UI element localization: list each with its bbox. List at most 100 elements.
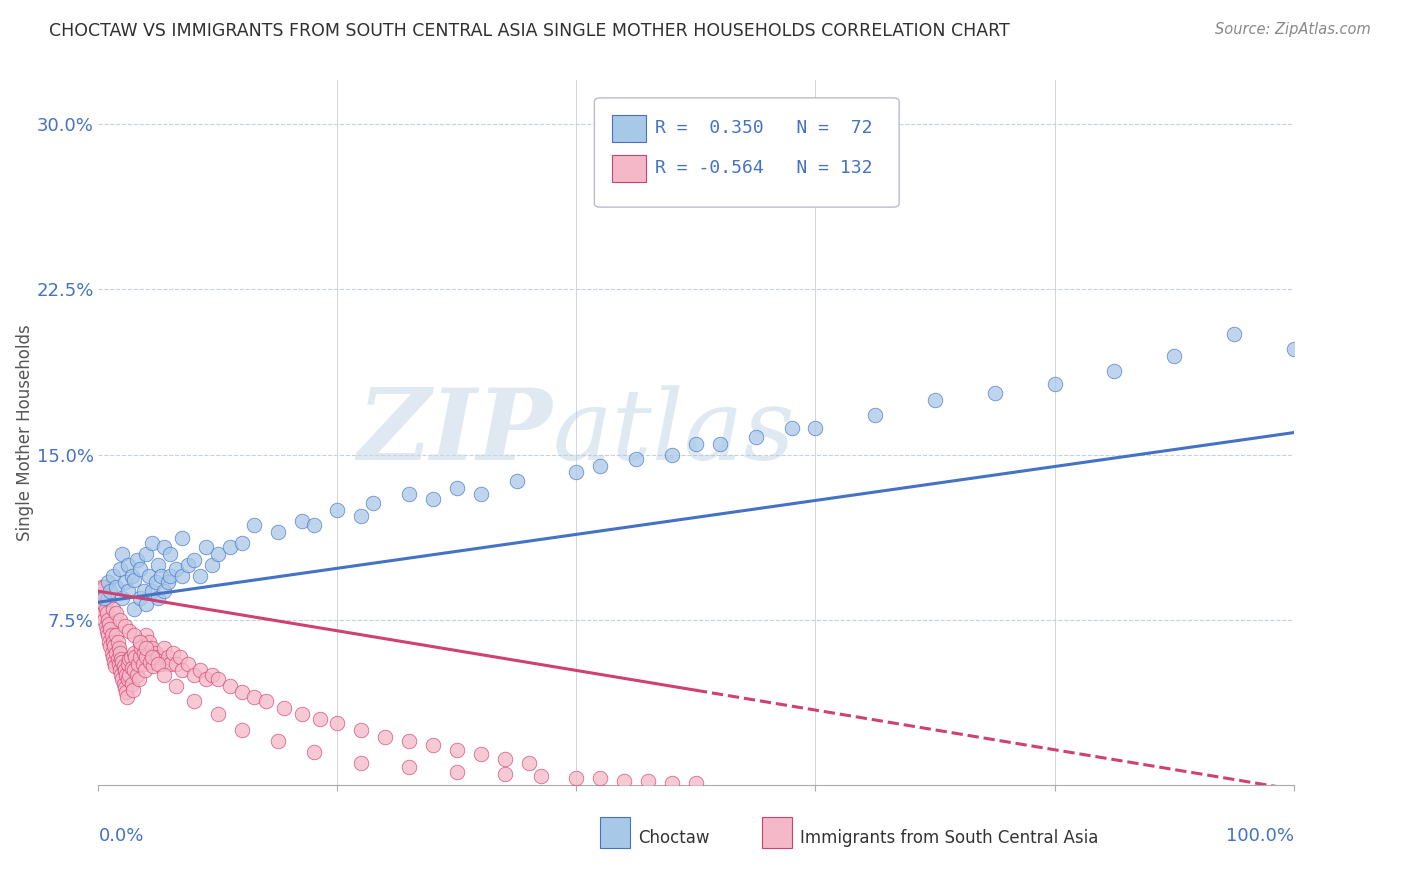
Point — [195, 673, 218, 687]
Point — [350, 723, 373, 737]
Point — [139, 655, 162, 669]
Point — [267, 524, 290, 539]
Point — [148, 650, 170, 665]
Bar — [613, 115, 645, 142]
Point — [105, 646, 128, 660]
Point — [121, 568, 143, 582]
Point — [302, 518, 325, 533]
Point — [159, 547, 181, 561]
Point — [135, 628, 157, 642]
Point — [709, 436, 731, 450]
Bar — [613, 155, 645, 182]
Point — [117, 657, 139, 671]
Point — [97, 613, 120, 627]
Point — [98, 617, 121, 632]
Point — [91, 606, 114, 620]
Point — [112, 659, 135, 673]
Point — [470, 747, 492, 761]
Point — [117, 673, 139, 687]
Bar — [762, 817, 792, 848]
Point — [127, 657, 149, 671]
Point — [135, 650, 157, 665]
Point — [183, 668, 205, 682]
Point — [273, 701, 295, 715]
Point — [165, 657, 187, 671]
Point — [118, 668, 141, 682]
Point — [231, 723, 253, 737]
Point — [108, 664, 131, 678]
Point — [108, 613, 131, 627]
Point — [745, 430, 768, 444]
Point — [148, 591, 170, 605]
Point — [129, 650, 152, 665]
Point — [148, 657, 170, 671]
Point — [159, 657, 181, 671]
Point — [101, 635, 124, 649]
Point — [93, 580, 115, 594]
Point — [124, 646, 146, 660]
Point — [494, 751, 516, 765]
Point — [243, 518, 266, 533]
Point — [363, 496, 385, 510]
Point — [153, 540, 176, 554]
Text: Source: ZipAtlas.com: Source: ZipAtlas.com — [1215, 22, 1371, 37]
Point — [506, 474, 529, 488]
Point — [153, 584, 176, 599]
Point — [98, 622, 122, 636]
Point — [124, 650, 146, 665]
Point — [169, 650, 191, 665]
Point — [93, 598, 115, 612]
Point — [114, 681, 136, 695]
Point — [96, 606, 118, 620]
Point — [105, 628, 128, 642]
Point — [120, 650, 142, 665]
Text: Immigrants from South Central Asia: Immigrants from South Central Asia — [800, 829, 1098, 847]
Point — [291, 514, 314, 528]
Point — [138, 635, 160, 649]
Point — [138, 568, 160, 582]
Point — [162, 646, 184, 660]
Point — [589, 772, 612, 786]
Point — [422, 491, 444, 506]
Point — [98, 635, 121, 649]
Point — [326, 716, 349, 731]
Point — [183, 553, 205, 567]
Point — [156, 575, 179, 590]
Point — [111, 655, 134, 669]
Text: Choctaw: Choctaw — [638, 829, 710, 847]
Point — [117, 584, 139, 599]
Point — [924, 392, 946, 407]
Point — [470, 487, 492, 501]
Point — [135, 641, 157, 656]
Text: 0.0%: 0.0% — [98, 827, 143, 845]
Point — [98, 639, 122, 653]
Point — [350, 509, 373, 524]
Point — [804, 421, 827, 435]
Point — [141, 584, 163, 599]
Point — [114, 619, 136, 633]
Point — [131, 657, 153, 671]
Point — [105, 580, 128, 594]
Point — [107, 657, 129, 671]
Point — [112, 676, 135, 690]
Point — [530, 769, 553, 783]
Point — [661, 776, 683, 790]
Point — [589, 458, 612, 473]
Point — [101, 601, 124, 615]
Point — [188, 568, 211, 582]
Point — [94, 601, 117, 615]
Point — [111, 591, 134, 605]
Text: CHOCTAW VS IMMIGRANTS FROM SOUTH CENTRAL ASIA SINGLE MOTHER HOUSEHOLDS CORRELATI: CHOCTAW VS IMMIGRANTS FROM SOUTH CENTRAL… — [49, 22, 1010, 40]
Point — [129, 635, 152, 649]
Point — [122, 683, 145, 698]
Point — [153, 668, 176, 682]
Point — [291, 707, 314, 722]
Point — [201, 558, 224, 572]
Point — [124, 664, 146, 678]
Point — [201, 668, 224, 682]
Point — [243, 690, 266, 704]
Point — [145, 575, 167, 590]
Point — [93, 591, 115, 605]
Point — [141, 535, 163, 549]
Point — [156, 650, 179, 665]
